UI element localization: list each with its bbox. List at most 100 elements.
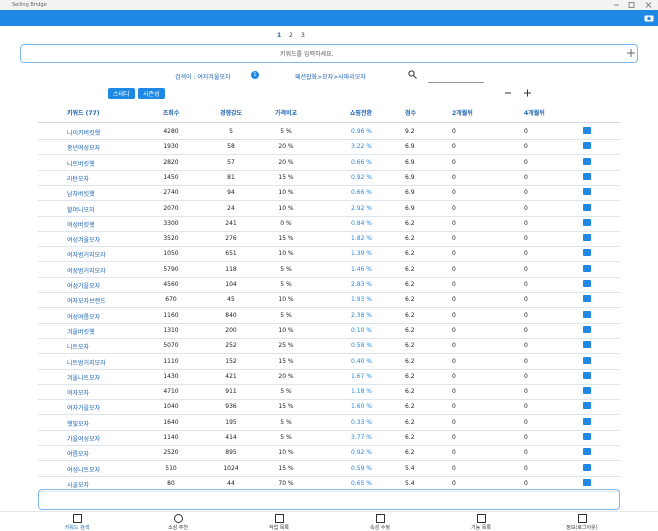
nav-label[interactable]: 정보(로그아웃) — [566, 525, 598, 531]
table-cell: 895 — [225, 449, 237, 457]
chart-icon[interactable] — [583, 188, 591, 196]
memo-input[interactable] — [38, 489, 620, 510]
keyword-link[interactable]: 여름모자 — [67, 451, 90, 459]
nav-label[interactable]: 기능 목록 — [471, 525, 491, 531]
chart-icon[interactable] — [583, 433, 591, 440]
filter-button[interactable]: 스테디 — [108, 88, 135, 99]
chart-icon[interactable] — [583, 448, 591, 456]
table-cell: 3300 — [163, 219, 179, 227]
table-cell: 0 — [452, 418, 456, 426]
nav-icon[interactable] — [578, 514, 587, 523]
nav-icon[interactable] — [73, 514, 82, 523]
table-cell: 0.96 % — [351, 128, 372, 135]
keyword-link[interactable]: 여자가을모자 — [67, 405, 101, 413]
window-controls[interactable] — [612, 1, 656, 9]
keyword-link[interactable]: 여성여름모자 — [67, 313, 101, 321]
keyword-link[interactable]: 니트모자 — [67, 344, 90, 352]
chart-icon[interactable] — [583, 463, 591, 471]
chart-icon[interactable] — [583, 234, 591, 242]
chart-icon[interactable] — [583, 371, 591, 379]
nav-icon[interactable] — [275, 514, 284, 523]
chart-icon[interactable] — [583, 478, 591, 486]
page-tab[interactable]: 3 — [301, 32, 305, 39]
chart-icon[interactable] — [583, 417, 591, 425]
table-cell: 276 — [225, 235, 237, 243]
keyword-link[interactable]: 여성겨울모자 — [67, 237, 101, 245]
nav-label[interactable]: 작업 목록 — [269, 525, 289, 531]
chart-icon[interactable] — [583, 356, 591, 364]
camera-icon[interactable] — [644, 14, 654, 22]
page-tab[interactable]: 1 — [277, 32, 282, 39]
chart-icon[interactable] — [583, 402, 591, 410]
filter-input[interactable] — [428, 82, 484, 83]
table-row — [38, 461, 620, 477]
table-cell: 241 — [225, 219, 237, 227]
table-cell: 510 — [165, 464, 177, 472]
chart-icon[interactable] — [583, 127, 591, 134]
search-icon[interactable] — [408, 70, 417, 79]
table-cell: 5.4 — [405, 479, 415, 487]
column-header: 2개월뒤 — [452, 110, 473, 117]
keyword-link[interactable]: 니트벙거지모자 — [67, 359, 106, 367]
add-button[interactable] — [627, 49, 635, 57]
chart-icon[interactable] — [583, 325, 591, 333]
search-input[interactable] — [20, 44, 638, 63]
keyword-link[interactable]: 할머니모자 — [67, 206, 95, 214]
nav-icon[interactable] — [376, 514, 385, 523]
keyword-link[interactable]: 겨울니트모자 — [67, 374, 101, 382]
keyword-link[interactable]: 중년여성모자 — [67, 145, 101, 153]
chart-icon[interactable] — [583, 249, 591, 257]
chart-icon[interactable] — [583, 142, 591, 150]
chart-icon[interactable] — [583, 157, 591, 165]
keyword-link[interactable]: 남자버킷햇 — [67, 191, 95, 199]
table-cell: 0 — [524, 311, 528, 319]
table-cell: 0 — [524, 464, 528, 472]
chart-icon[interactable] — [583, 295, 591, 303]
table-cell: 0.92 % — [351, 173, 372, 181]
table-cell: 0 — [524, 449, 528, 457]
keyword-link[interactable]: 여성가을모자 — [67, 283, 101, 290]
keyword-link[interactable]: 여성니트모자 — [67, 466, 101, 474]
column-header[interactable]: 키워드 (77) — [67, 110, 100, 117]
keyword-link[interactable]: 니트버킷햇 — [67, 160, 95, 168]
table-cell: 6.2 — [405, 357, 415, 365]
keyword-link[interactable]: 여성벙거지모자 — [67, 267, 106, 275]
table-cell: 0 — [524, 219, 528, 227]
filter-button[interactable]: 시즌성 — [138, 88, 165, 99]
chart-icon[interactable] — [583, 203, 591, 211]
nav-icon[interactable] — [477, 514, 486, 523]
table-cell: 6.2 — [405, 403, 415, 411]
table-cell: 5 % — [280, 128, 292, 135]
table-cell: 5 % — [280, 388, 292, 396]
chart-icon[interactable] — [583, 341, 591, 349]
keyword-link[interactable]: 가을여성모자 — [67, 436, 101, 443]
table-row — [38, 185, 620, 202]
table-cell: 15 % — [278, 173, 294, 181]
chart-icon[interactable] — [583, 264, 591, 272]
keyword-link[interactable]: 라탄모자 — [67, 175, 90, 183]
keyword-link[interactable]: 햇빛모자 — [67, 420, 90, 428]
table-cell: 1.67 % — [351, 372, 372, 380]
keyword-link[interactable]: 나이키버킷햇 — [67, 130, 101, 137]
info-badge[interactable]: 1 — [251, 71, 259, 79]
keyword-link[interactable]: 여자벙거지모자 — [67, 252, 106, 260]
chart-icon[interactable] — [583, 218, 591, 226]
keyword-link[interactable]: 여성버킷햇 — [67, 221, 95, 229]
chart-icon[interactable] — [583, 310, 591, 318]
page-tab[interactable]: 2 — [289, 32, 293, 39]
keyword-link[interactable]: 여자모자브랜드 — [67, 298, 106, 306]
table-cell: 200 — [225, 326, 237, 334]
keyword-link[interactable]: 겨울버킷햇 — [67, 328, 95, 336]
chart-icon[interactable] — [583, 387, 591, 395]
keyword-link[interactable]: 시골모자 — [67, 481, 90, 489]
nav-label[interactable]: 소싱 추천 — [168, 525, 188, 531]
nav-icon[interactable] — [174, 514, 183, 523]
table-row — [38, 246, 620, 263]
chart-icon[interactable] — [583, 172, 591, 180]
chart-icon[interactable] — [583, 280, 591, 287]
keyword-link[interactable]: 여자모자 — [67, 390, 90, 398]
nav-label[interactable]: 키워드 검색 — [64, 525, 90, 531]
table-row — [38, 415, 620, 431]
nav-label[interactable]: 속성 수정 — [370, 525, 390, 531]
zoom-controls[interactable] — [504, 89, 534, 97]
